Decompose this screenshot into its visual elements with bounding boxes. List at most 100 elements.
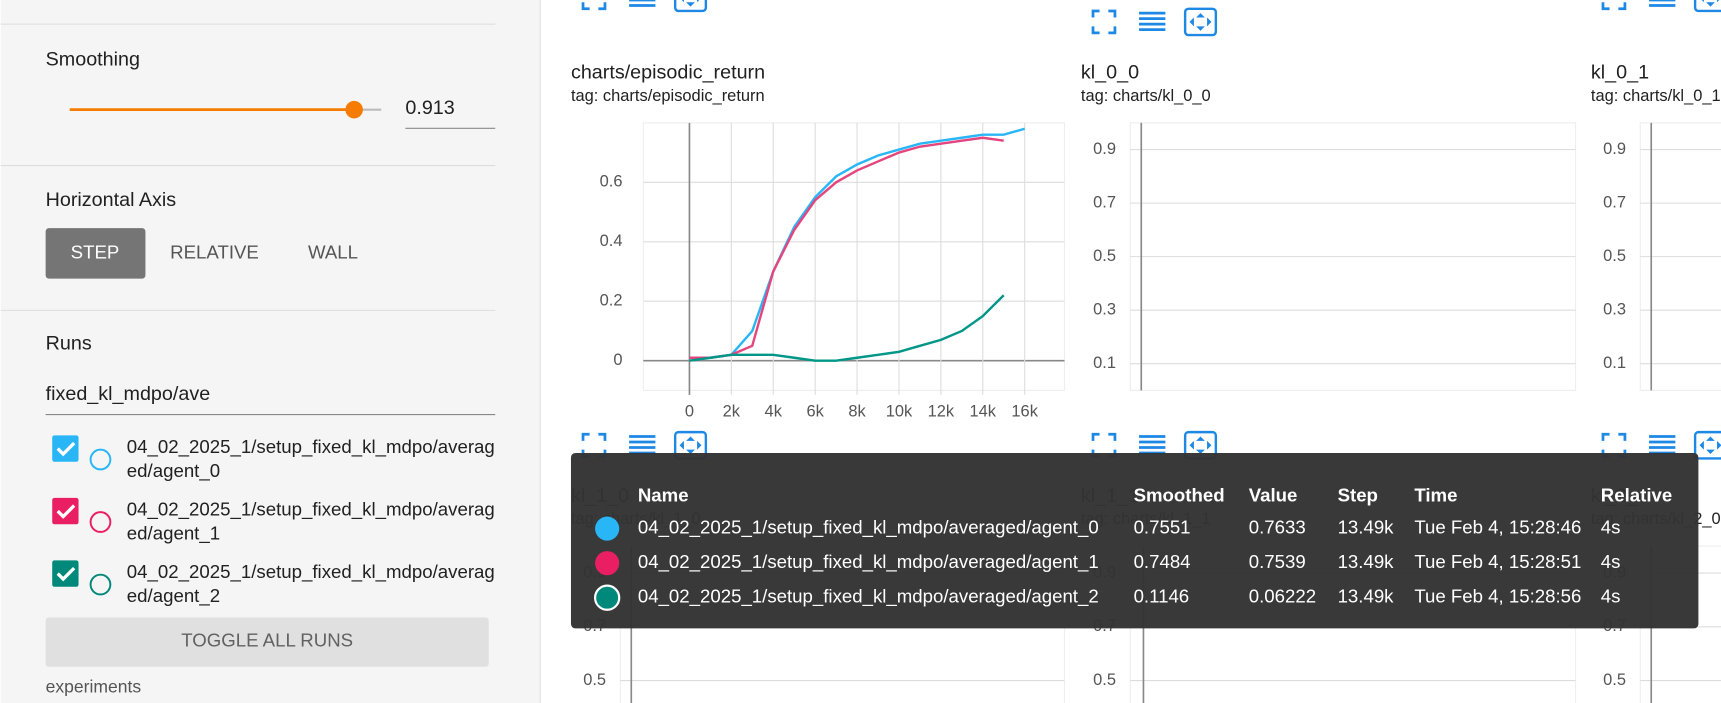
x-tick-label: 10k <box>886 403 913 421</box>
x-tick-label: 8k <box>848 403 866 421</box>
check-mark <box>56 441 76 457</box>
y-tick-label: 0.5 <box>1603 247 1626 265</box>
tooltip-cell: 0.7633 <box>1249 517 1306 538</box>
fullscreen-icon[interactable] <box>581 432 607 458</box>
smoothing-input[interactable]: 0.913 <box>405 97 454 119</box>
y-tick-label: 0.7 <box>1603 193 1626 211</box>
fit-icon[interactable] <box>1183 7 1218 37</box>
y-tick-label: 0.9 <box>1603 140 1626 158</box>
tooltip-cell: 04_02_2025_1/setup_fixed_kl_mdpo/average… <box>638 551 1099 573</box>
tooltip-cell: 13.49k <box>1338 586 1395 607</box>
check-mark <box>56 566 76 582</box>
list-icon[interactable] <box>629 435 656 455</box>
fit-icon[interactable] <box>1693 430 1721 460</box>
y-tick-label: 0.3 <box>1603 300 1626 318</box>
tooltip-cell: 4s <box>1601 586 1621 607</box>
y-tick-label: 0.2 <box>600 292 623 310</box>
step-button[interactable] <box>45 228 146 279</box>
fit-arrows <box>681 0 700 7</box>
y-tick-label: 0.5 <box>1093 247 1116 265</box>
y-tick-label: 0.4 <box>600 232 623 250</box>
x-tick-label: 6k <box>806 403 824 421</box>
run-name-box: 04_02_2025_1/setup_fixed_kl_mdpo/average… <box>127 436 495 481</box>
x-tick-label: 2k <box>723 403 741 421</box>
horizontal-axis-label: Horizontal Axis <box>46 189 177 211</box>
run-swatch <box>595 551 620 576</box>
tooltip-header: Time <box>1414 485 1457 506</box>
run-checkbox[interactable] <box>52 497 79 525</box>
run-color[interactable] <box>89 511 112 533</box>
runs-filter[interactable]: fixed_kl_mdpo/ave <box>46 383 211 405</box>
slider-thumb[interactable] <box>345 100 363 119</box>
y-tick-label: 0.7 <box>1093 193 1116 211</box>
x-tick-label: 14k <box>970 403 997 421</box>
run-checkbox[interactable] <box>52 435 79 462</box>
tooltip-cell: 4s <box>1601 551 1621 572</box>
chart-title: kl_0_1 <box>1591 62 1649 84</box>
y-tick-label: 0.5 <box>583 671 606 689</box>
run-color[interactable] <box>89 573 112 596</box>
run-swatch <box>593 584 621 611</box>
chart-title: kl_0_0 <box>1081 62 1139 84</box>
fit-icon[interactable] <box>673 0 708 13</box>
y-tick-label: 0.1 <box>1603 354 1626 372</box>
run-name-box: 04_02_2025_1/setup_fixed_kl_mdpo/average… <box>126 561 495 607</box>
chart-tag: tag: charts/episodic_return <box>571 87 765 105</box>
run-color[interactable] <box>89 448 112 471</box>
tooltip-header: Relative <box>1601 485 1672 506</box>
experiments-label: experiments <box>46 676 142 696</box>
chart-tag: tag: charts/kl_0_0 <box>1081 87 1211 105</box>
y-tick-label: 0.9 <box>1093 140 1116 158</box>
axis-option[interactable]: STEP <box>71 241 120 262</box>
series-line <box>689 294 1005 362</box>
run-checkbox[interactable] <box>52 560 79 587</box>
y-tick-label: 0.1 <box>1093 354 1116 372</box>
tooltip-header: Name <box>638 485 689 506</box>
tooltip-cell: 0.06222 <box>1249 586 1316 607</box>
x-tick-label: 0 <box>685 403 694 421</box>
runs-label: Runs <box>46 333 92 355</box>
toggle-label[interactable]: TOGGLE ALL RUNS <box>181 630 353 651</box>
list-icon[interactable] <box>1139 11 1166 31</box>
axis-option[interactable]: RELATIVE <box>170 241 259 262</box>
fit-arrows <box>1189 436 1212 455</box>
tooltip-cell: 0.7484 <box>1134 551 1191 572</box>
y-tick-label: 0 <box>613 351 622 369</box>
x-tick-label: 12k <box>928 403 955 421</box>
fit-icon[interactable] <box>1693 0 1721 13</box>
y-tick-label: 0.5 <box>1093 671 1116 689</box>
tooltip-cell: 04_02_2025_1/setup_fixed_kl_mdpo/average… <box>638 517 1099 539</box>
tooltip-cell: 0.7539 <box>1249 551 1306 572</box>
x-tick-label: 16k <box>1011 403 1038 421</box>
fit-arrows <box>1701 0 1720 7</box>
fullscreen-icon[interactable] <box>1091 9 1117 35</box>
tooltip-header: Step <box>1338 485 1378 506</box>
tooltip-cell: 4s <box>1601 517 1621 538</box>
tooltip-cell: Tue Feb 4, 15:28:56 <box>1414 586 1581 607</box>
fullscreen-icon[interactable] <box>1091 432 1117 458</box>
tooltip-cell: 0.1146 <box>1134 586 1190 607</box>
run-name: 04_02_2025_1/setup_fixed_kl_mdpo/average… <box>126 499 495 544</box>
tooltip-header: Smoothed <box>1134 485 1225 506</box>
tooltip <box>570 452 1699 629</box>
fullscreen-icon[interactable] <box>1601 432 1627 458</box>
list-icon[interactable] <box>1139 435 1166 455</box>
tooltip-cell: 0.7551 <box>1134 517 1191 538</box>
fit-arrows <box>679 436 702 455</box>
series-line <box>689 127 1026 359</box>
run-swatch <box>595 516 620 541</box>
chart-title: charts/episodic_return <box>571 62 765 84</box>
list-icon[interactable] <box>1649 435 1676 455</box>
tooltip-cell: Tue Feb 4, 15:28:46 <box>1414 517 1581 538</box>
smoothing-label: Smoothing <box>46 49 140 71</box>
toggle-button[interactable] <box>45 617 489 667</box>
axis-option[interactable]: WALL <box>308 241 358 262</box>
run-name-box: 04_02_2025_1/setup_fixed_kl_mdpo/average… <box>126 499 495 544</box>
y-tick-label: 0.5 <box>1603 671 1626 689</box>
run-name: 04_02_2025_1/setup_fixed_kl_mdpo/average… <box>126 561 495 607</box>
x-tick-label: 4k <box>765 403 783 421</box>
check-mark <box>56 504 76 519</box>
tooltip-cell: 13.49k <box>1338 551 1395 572</box>
